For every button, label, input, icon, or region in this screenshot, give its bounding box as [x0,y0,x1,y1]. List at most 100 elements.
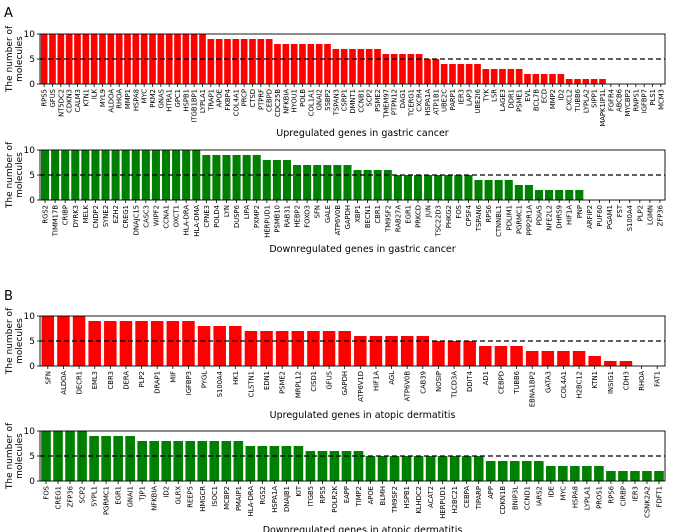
bar-nfe2l2 [545,190,554,200]
x-tick-label: PRCP [241,89,249,106]
bar-cdkn1b [497,461,508,481]
bar-lage3 [499,69,506,84]
x-tick-label: PLP2 [636,205,644,221]
y-tick-label: 10 [24,427,36,437]
chart-atopic-up: SFN ALDOA DECR1 EML3 CBR3 DERA PLP2 DRAP1 MIF IGF… [5,307,666,421]
x-tick-label: COL1A1 [307,89,315,116]
bar-timp2 [353,451,364,481]
x-tick-label: ECD [541,89,549,103]
x-axis-label: Upregulated genes in atopic dermatitis [270,410,456,421]
x-tick-label: ZFP36 [656,205,664,226]
x-tick-label: PSME1 [516,89,524,112]
x-tick-label: HSPA1A [271,486,279,513]
bar-hspb1 [401,456,412,481]
bar-eml3 [88,321,101,366]
x-tick-label: ATP1B1 [432,89,440,115]
y-axis-label: The number ofmolecules [5,422,25,490]
x-tick-label: S100A4 [216,371,224,397]
x-tick-label: ATP6V0B [404,371,412,402]
bar-psme2 [374,49,381,84]
x-tick-label: GLRX [175,486,183,505]
x-tick-label: CSNK2A2 [643,486,651,518]
bar-pxmp2 [252,155,261,200]
x-tick-label: PDLIM1 [505,205,513,230]
x-tick-label: DERA [122,371,130,390]
bar-cebpd [265,39,273,84]
bar-pdlim1 [504,180,513,200]
x-tick-label: TRAP1 [207,89,215,112]
x-tick-label: GPC1 [174,89,182,107]
bar-pmaip1 [233,441,244,481]
x-tick-label: CXCL2 [566,89,574,111]
x-tick-label: MMP2 [549,89,557,109]
x-tick-label: PSME2 [374,89,382,112]
x-tick-label: JUN [425,205,433,218]
y-tick-label: 0 [29,196,35,206]
x-tick-label: DNAJC15 [132,205,140,235]
x-tick-label: NFE2L2 [546,205,554,231]
bar-hla-dra [245,446,256,481]
bar-ptprf [257,39,265,84]
bar-psme1 [515,69,523,84]
x-tick-label: EDN1 [263,371,271,390]
x-tick-label: CDKN3 [66,89,74,113]
x-tick-label: FOXO3 [304,205,312,228]
x-tick-label: DRAP1 [154,371,162,394]
x-tick-label: ZFP36 [67,486,75,507]
bar-ctnnbl1 [494,180,503,200]
x-tick-label: HYOU1 [291,89,299,113]
bar-tspan6 [474,180,483,200]
x-tick-label: EAPP [343,486,351,503]
bar-aldoa [107,34,115,84]
x-tick-label: SSBP2 [324,89,332,111]
bar-jun [424,175,433,200]
bar-tmem97 [382,54,390,84]
x-tick-label: KTN1 [591,371,599,389]
x-tick-label: RAB31 [283,205,291,227]
x-tick-label: TUBB6 [513,371,521,395]
bar-pold4 [212,155,221,200]
bar-insig1 [604,361,617,366]
x-tick-label: CPNE3 [203,205,211,228]
x-tick-label: LYPLA2 [582,89,590,113]
bar-hspa1a [424,59,431,84]
bar-fos [41,431,51,481]
bar-cdc25b [274,44,281,84]
x-tick-label: MYL9 [99,89,107,107]
x-tick-label: AD1 [482,371,490,385]
chart-gastric-down: RGS2 TIMM17B CRIBP DYRK3 MELK CNDP2 SYNE2 EZH2 C… [5,141,666,255]
x-tick-label: MELK [82,204,90,223]
bar-mmp2 [549,74,556,84]
x-tick-label: SCP2 [79,486,87,503]
x-tick-label: S100A4 [626,205,634,231]
x-tick-label: CDC25B [274,89,282,117]
x-tick-label: FGFR4 [607,89,615,111]
bar-agl [385,336,398,366]
x-tick-label: PMAIP1 [235,486,243,511]
x-tick-label: FAT1 [654,371,662,387]
x-tick-label: GFUS [49,89,57,107]
x-tick-label: AGL [388,371,396,385]
x-tick-label: APP [487,486,495,499]
bar-pdia5 [534,190,544,200]
x-tick-label: ILK [91,88,99,99]
x-tick-label: ACAT2 [427,486,435,508]
x-tick-label: GAPDH [341,371,349,395]
bar-zfp36 [65,431,75,481]
bar-isoc1 [209,441,220,481]
x-tick-label: GATA3 [544,371,552,393]
x-tick-label: MRPL12 [294,371,302,398]
bar-xbp1 [353,170,362,200]
x-tick-label: CTNNBL1 [495,205,503,237]
x-tick-label: BLMH [379,486,387,505]
bar-sfn [313,165,322,200]
x-tick-label: LGMN [646,205,654,225]
bar-hspa8 [132,34,140,84]
bar-cdkn3 [65,34,73,84]
x-tick-label: FDFT1 [655,486,663,507]
x-tick-label: IARS2 [535,486,543,506]
bar-gapdh [338,331,351,366]
x-tick-label: HSPA1A [424,89,432,116]
bar-rgs2 [257,446,268,481]
bar-gale [323,165,332,200]
